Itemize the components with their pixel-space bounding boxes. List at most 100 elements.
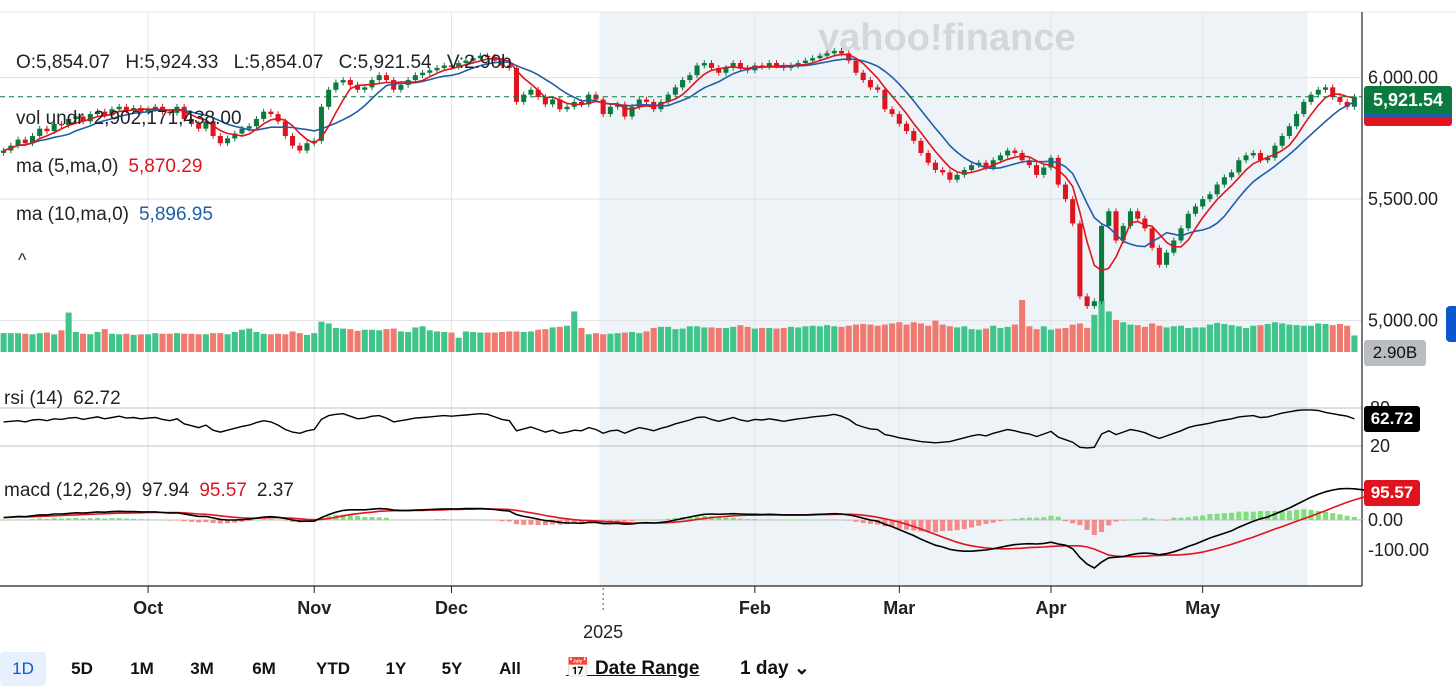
macd-hist-bar: [420, 519, 426, 520]
volume-bar: [889, 323, 896, 352]
candle-body: [420, 72, 426, 76]
candle-body: [1156, 247, 1162, 265]
interval-dropdown[interactable]: 1 day ⌄: [740, 652, 810, 686]
candle-body: [362, 87, 368, 90]
macd-hist-bar: [94, 517, 101, 520]
macd-hist-bar: [225, 520, 231, 524]
macd-hist-bar: [1294, 509, 1300, 520]
volume-bar: [195, 334, 202, 352]
close-value: C:5,921.54: [338, 52, 432, 73]
volume-bar: [318, 321, 325, 352]
volume-bar: [780, 328, 787, 352]
rsi-indicator-label[interactable]: rsi (14) 62.72: [4, 388, 121, 410]
candle-body: [326, 89, 332, 107]
macd-hist-bar: [37, 518, 43, 520]
macd-hist-bar: [1156, 519, 1162, 521]
candle-body: [1142, 218, 1148, 229]
macd-hist-bar: [434, 519, 440, 520]
candle-body: [954, 174, 960, 180]
range-3m-button[interactable]: 3M: [190, 659, 214, 678]
macd-hist-bar: [1005, 520, 1011, 521]
range-5d-button[interactable]: 5D: [71, 659, 93, 678]
candle-body: [441, 65, 447, 68]
volume-bar: [108, 333, 115, 352]
macd-hist-bar: [1012, 518, 1018, 520]
volume-bar: [498, 332, 506, 352]
candle-body: [470, 58, 476, 61]
volume-bar: [715, 328, 722, 352]
side-panel-toggle[interactable]: [1446, 306, 1456, 342]
macd-hist-bar: [210, 520, 216, 523]
candle-body: [22, 139, 28, 144]
candle-body: [1135, 211, 1141, 219]
candle-body: [976, 162, 982, 166]
candle-body: [391, 80, 397, 90]
volume-bar: [1351, 335, 1358, 352]
volume-bar: [1047, 329, 1055, 352]
macd-hist-bar: [694, 516, 700, 520]
candle-body: [1113, 211, 1119, 241]
volume-bar: [1271, 322, 1278, 352]
macd-hist-bar: [1084, 520, 1090, 530]
candle-body: [167, 111, 173, 114]
macd-hist-bar: [983, 520, 989, 524]
range-5y-button[interactable]: 5Y: [441, 659, 463, 678]
candle-body: [217, 135, 223, 144]
ma10-indicator-label[interactable]: ma (10,ma,0) 5,896.95: [16, 204, 213, 226]
candle-body: [802, 60, 808, 64]
range-6m-button[interactable]: 6M: [252, 659, 276, 678]
volume-bar: [7, 333, 14, 352]
volume-bar: [361, 329, 368, 352]
candle-body: [203, 121, 209, 129]
volume-bar: [368, 329, 376, 352]
range-ytd-button[interactable]: YTD: [316, 659, 350, 678]
macd-hist-bar: [571, 520, 577, 524]
macd-hist-bar: [456, 519, 462, 520]
candle-body: [1200, 199, 1206, 207]
macd-indicator-label[interactable]: macd (12,26,9) 97.94 95.57 2.37: [4, 480, 294, 502]
candle-body: [109, 109, 115, 116]
volume-bar: [130, 334, 137, 352]
volume-bar: [527, 331, 534, 352]
volume-bar: [253, 332, 260, 352]
candle-body: [672, 87, 678, 95]
candle-body: [1265, 157, 1271, 161]
range-all-button[interactable]: All: [499, 659, 521, 678]
volume-value: V:2.90b: [446, 52, 512, 73]
candle-body: [636, 99, 642, 107]
volume-bar: [260, 333, 267, 352]
macd-hist-bar: [203, 520, 209, 523]
range-1m-button[interactable]: 1M: [130, 659, 154, 678]
x-tick-label: 2025: [583, 622, 623, 642]
ma5-indicator-label[interactable]: ma (5,ma,0) 5,870.29: [16, 156, 202, 178]
ma10-label: ma (10,ma,0): [16, 204, 129, 225]
volume-bar: [116, 334, 123, 352]
candle-body: [622, 104, 628, 117]
volume-bar: [824, 325, 831, 352]
candle-body: [1286, 126, 1292, 136]
macd-hist-bar: [550, 520, 556, 525]
candle-body: [477, 55, 483, 59]
candle-body: [290, 135, 296, 146]
range-1y-button[interactable]: 1Y: [385, 659, 407, 678]
candle-body: [607, 106, 613, 115]
volume-bar: [1004, 326, 1011, 352]
volume-bar: [1112, 320, 1120, 352]
volume-bar: [925, 325, 932, 352]
range-1d-button[interactable]: 1D: [0, 652, 46, 686]
vol-indicator-label[interactable]: vol undr 2,902,171,438.00: [16, 108, 242, 130]
macd-hist-bar: [1301, 509, 1307, 520]
candle-body: [557, 99, 563, 110]
candle-body: [564, 106, 570, 110]
volume-bar: [982, 328, 990, 352]
volume-bar: [296, 333, 303, 352]
candle-body: [1127, 211, 1133, 226]
collapse-chevron-icon[interactable]: ^: [18, 250, 27, 270]
volume-bar: [51, 334, 58, 352]
macd-hist-bar: [918, 520, 924, 532]
date-range-button[interactable]: 📅 Date Range: [566, 652, 699, 686]
macd-hist-bar: [239, 520, 245, 522]
candle-body: [1120, 225, 1126, 241]
macd-hist-bar: [87, 518, 93, 520]
macd-hist-bar: [882, 520, 888, 527]
